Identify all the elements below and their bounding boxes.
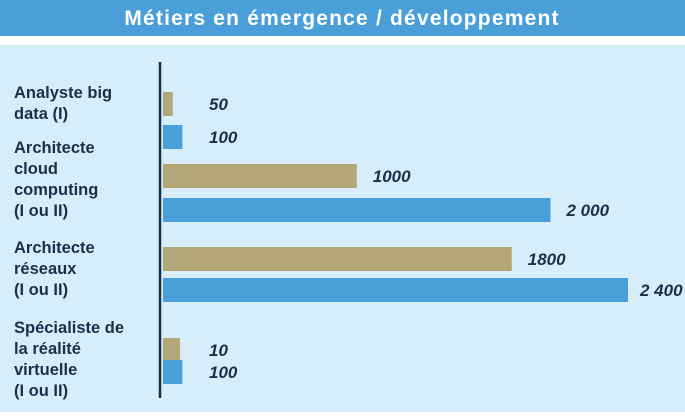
data-label: 10 — [209, 341, 228, 360]
bar — [163, 338, 180, 362]
category-label: (I ou II) — [14, 202, 68, 220]
category-label: Architecte — [14, 139, 95, 157]
title-banner — [0, 0, 685, 36]
chart-title: Métiers en émergence / développement — [124, 7, 559, 30]
bar — [163, 125, 183, 149]
category-label: virtuelle — [14, 361, 77, 379]
category-label: Architecte — [14, 239, 95, 257]
chart-panel — [0, 45, 685, 412]
bar — [163, 164, 357, 188]
category-label: (I ou II) — [14, 281, 68, 299]
data-label: 2 400 — [639, 281, 683, 300]
category-labels: Analyste big data (I) Architecte cloud compu… — [14, 84, 124, 400]
category-label: cloud — [14, 160, 58, 178]
category-label: la réalité — [14, 340, 81, 358]
bar — [163, 92, 173, 116]
category-label: (I ou II) — [14, 382, 68, 400]
category-label: réseaux — [14, 260, 77, 278]
bar — [163, 278, 628, 302]
data-label: 50 — [209, 95, 228, 114]
category-label: Analyste big — [14, 84, 112, 102]
category-label: computing — [14, 181, 98, 199]
data-label: 100 — [209, 363, 238, 382]
bar — [163, 247, 512, 271]
data-label: 1800 — [528, 250, 566, 269]
bar — [163, 360, 183, 384]
data-labels: 50 1000 1800 10 100 2 000 2 400 100 — [209, 95, 683, 382]
category-label: data (I) — [14, 105, 68, 123]
bars — [163, 92, 628, 384]
data-label: 2 000 — [566, 201, 610, 220]
bar — [163, 198, 551, 222]
data-label: 1000 — [373, 167, 411, 186]
data-label: 100 — [209, 128, 238, 147]
category-label: Spécialiste de — [14, 319, 124, 337]
